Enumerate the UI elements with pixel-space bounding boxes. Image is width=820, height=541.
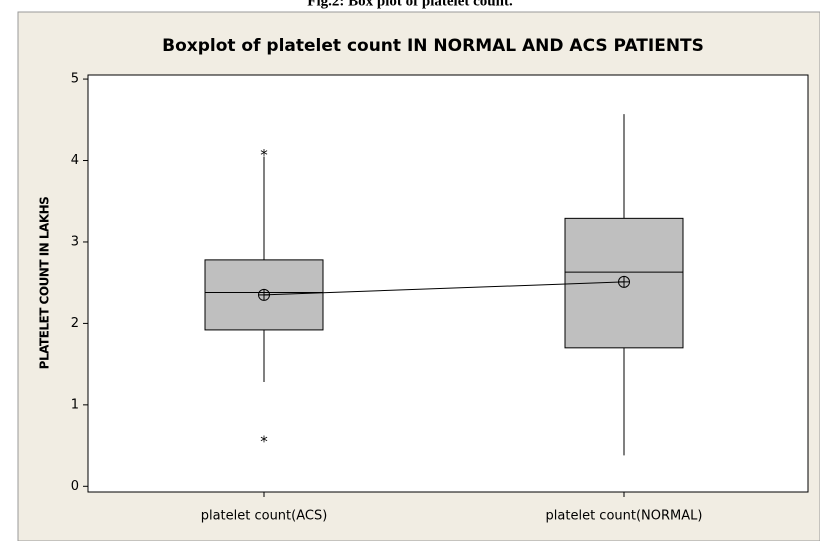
y-tick-label: 5 (71, 72, 79, 87)
y-tick-label: 1 (71, 397, 79, 412)
y-axis-label: PLATELET COUNT IN LAKHS (38, 197, 52, 370)
mean-line (263, 281, 625, 296)
y-tick-label: 0 (71, 479, 79, 494)
y-tick-label: 3 (71, 234, 79, 249)
mean-marker (258, 288, 270, 301)
caption: Fig.2: Box plot of platelet count. (307, 0, 513, 9)
chart-title: Boxplot of platelet count IN NORMAL AND … (162, 36, 704, 56)
outlier: * (260, 146, 268, 164)
plot-area (87, 74, 809, 493)
x-tick-label: platelet count(NORMAL) (546, 509, 703, 524)
y-tick-label: 2 (71, 316, 79, 331)
y-tick-label: 4 (71, 153, 79, 168)
outlier: * (260, 433, 268, 451)
mean-marker (618, 275, 630, 288)
x-tick-label: platelet count(ACS) (201, 509, 328, 524)
